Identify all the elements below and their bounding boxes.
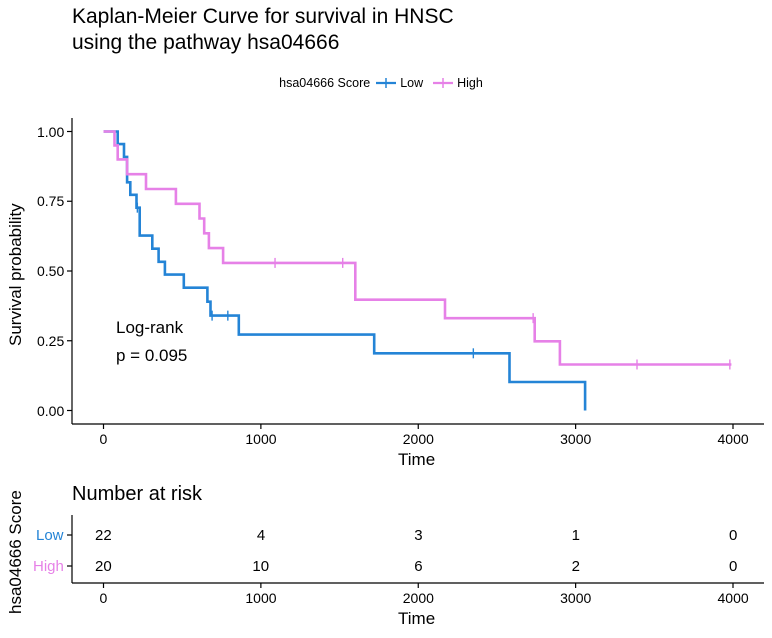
legend-label-low: Low	[400, 76, 424, 90]
survival-curve-low	[103, 130, 587, 411]
risk-count: 3	[414, 526, 423, 544]
chart-title: Kaplan-Meier Curve for survival in HNSC …	[72, 4, 454, 56]
risk-x-tick-label: 4000	[717, 590, 749, 606]
risk-x-tick-label: 1000	[245, 590, 277, 606]
risk-count: 0	[729, 526, 738, 544]
legend-item-low: Low	[376, 76, 423, 90]
risk-count: 10	[252, 557, 270, 575]
risk-x-tick-label: 3000	[560, 590, 592, 606]
y-tick-label: 1.00	[37, 123, 65, 140]
y-tick-label: 0.75	[37, 193, 65, 210]
logrank-label: Log-rank	[116, 318, 184, 337]
x-tick-label: 4000	[717, 431, 749, 447]
legend-title: hsa04666 Score	[279, 76, 371, 90]
risk-count: 0	[729, 557, 738, 575]
risk-count: 6	[414, 557, 423, 575]
risk-count: 20	[95, 557, 112, 575]
risk-count: 4	[256, 526, 266, 544]
risk-x-tick-label: 0	[99, 590, 108, 606]
x-tick-label: 1000	[245, 431, 277, 447]
legend: hsa04666 Score Low High	[0, 74, 772, 92]
x-axis-label: Time	[398, 450, 436, 469]
risk-count: 22	[95, 526, 112, 544]
y-tick-label: 0.25	[37, 332, 65, 349]
risk-table-x-label: Time	[398, 609, 436, 628]
risk-count: 2	[571, 557, 580, 575]
risk-strata-label-high: High	[33, 557, 64, 575]
legend-swatch-high	[433, 78, 454, 88]
chart-title-line-2: using the pathway hsa04666	[72, 31, 340, 54]
legend-label-high: High	[457, 76, 483, 90]
y-tick-label: 0.00	[37, 402, 65, 419]
survival-curve-high	[103, 130, 732, 366]
risk-count: 1	[571, 526, 580, 544]
risk-table-title: Number at risk	[72, 483, 203, 505]
y-axis-label: Survival probability	[6, 203, 25, 346]
legend-item-high: High	[433, 76, 483, 90]
y-tick-label: 0.50	[37, 263, 65, 279]
chart-title-line-1: Kaplan-Meier Curve for survival in HNSC	[72, 5, 454, 28]
x-tick-label: 3000	[560, 431, 592, 447]
legend-swatch-low	[376, 78, 397, 88]
risk-x-tick-label: 2000	[402, 590, 434, 606]
pvalue-label: p = 0.095	[116, 346, 188, 365]
risk-table-y-label: hsa04666 Score	[6, 490, 25, 614]
x-tick-label: 0	[99, 431, 108, 447]
x-tick-label: 2000	[402, 431, 434, 447]
risk-strata-label-low: Low	[36, 526, 64, 544]
